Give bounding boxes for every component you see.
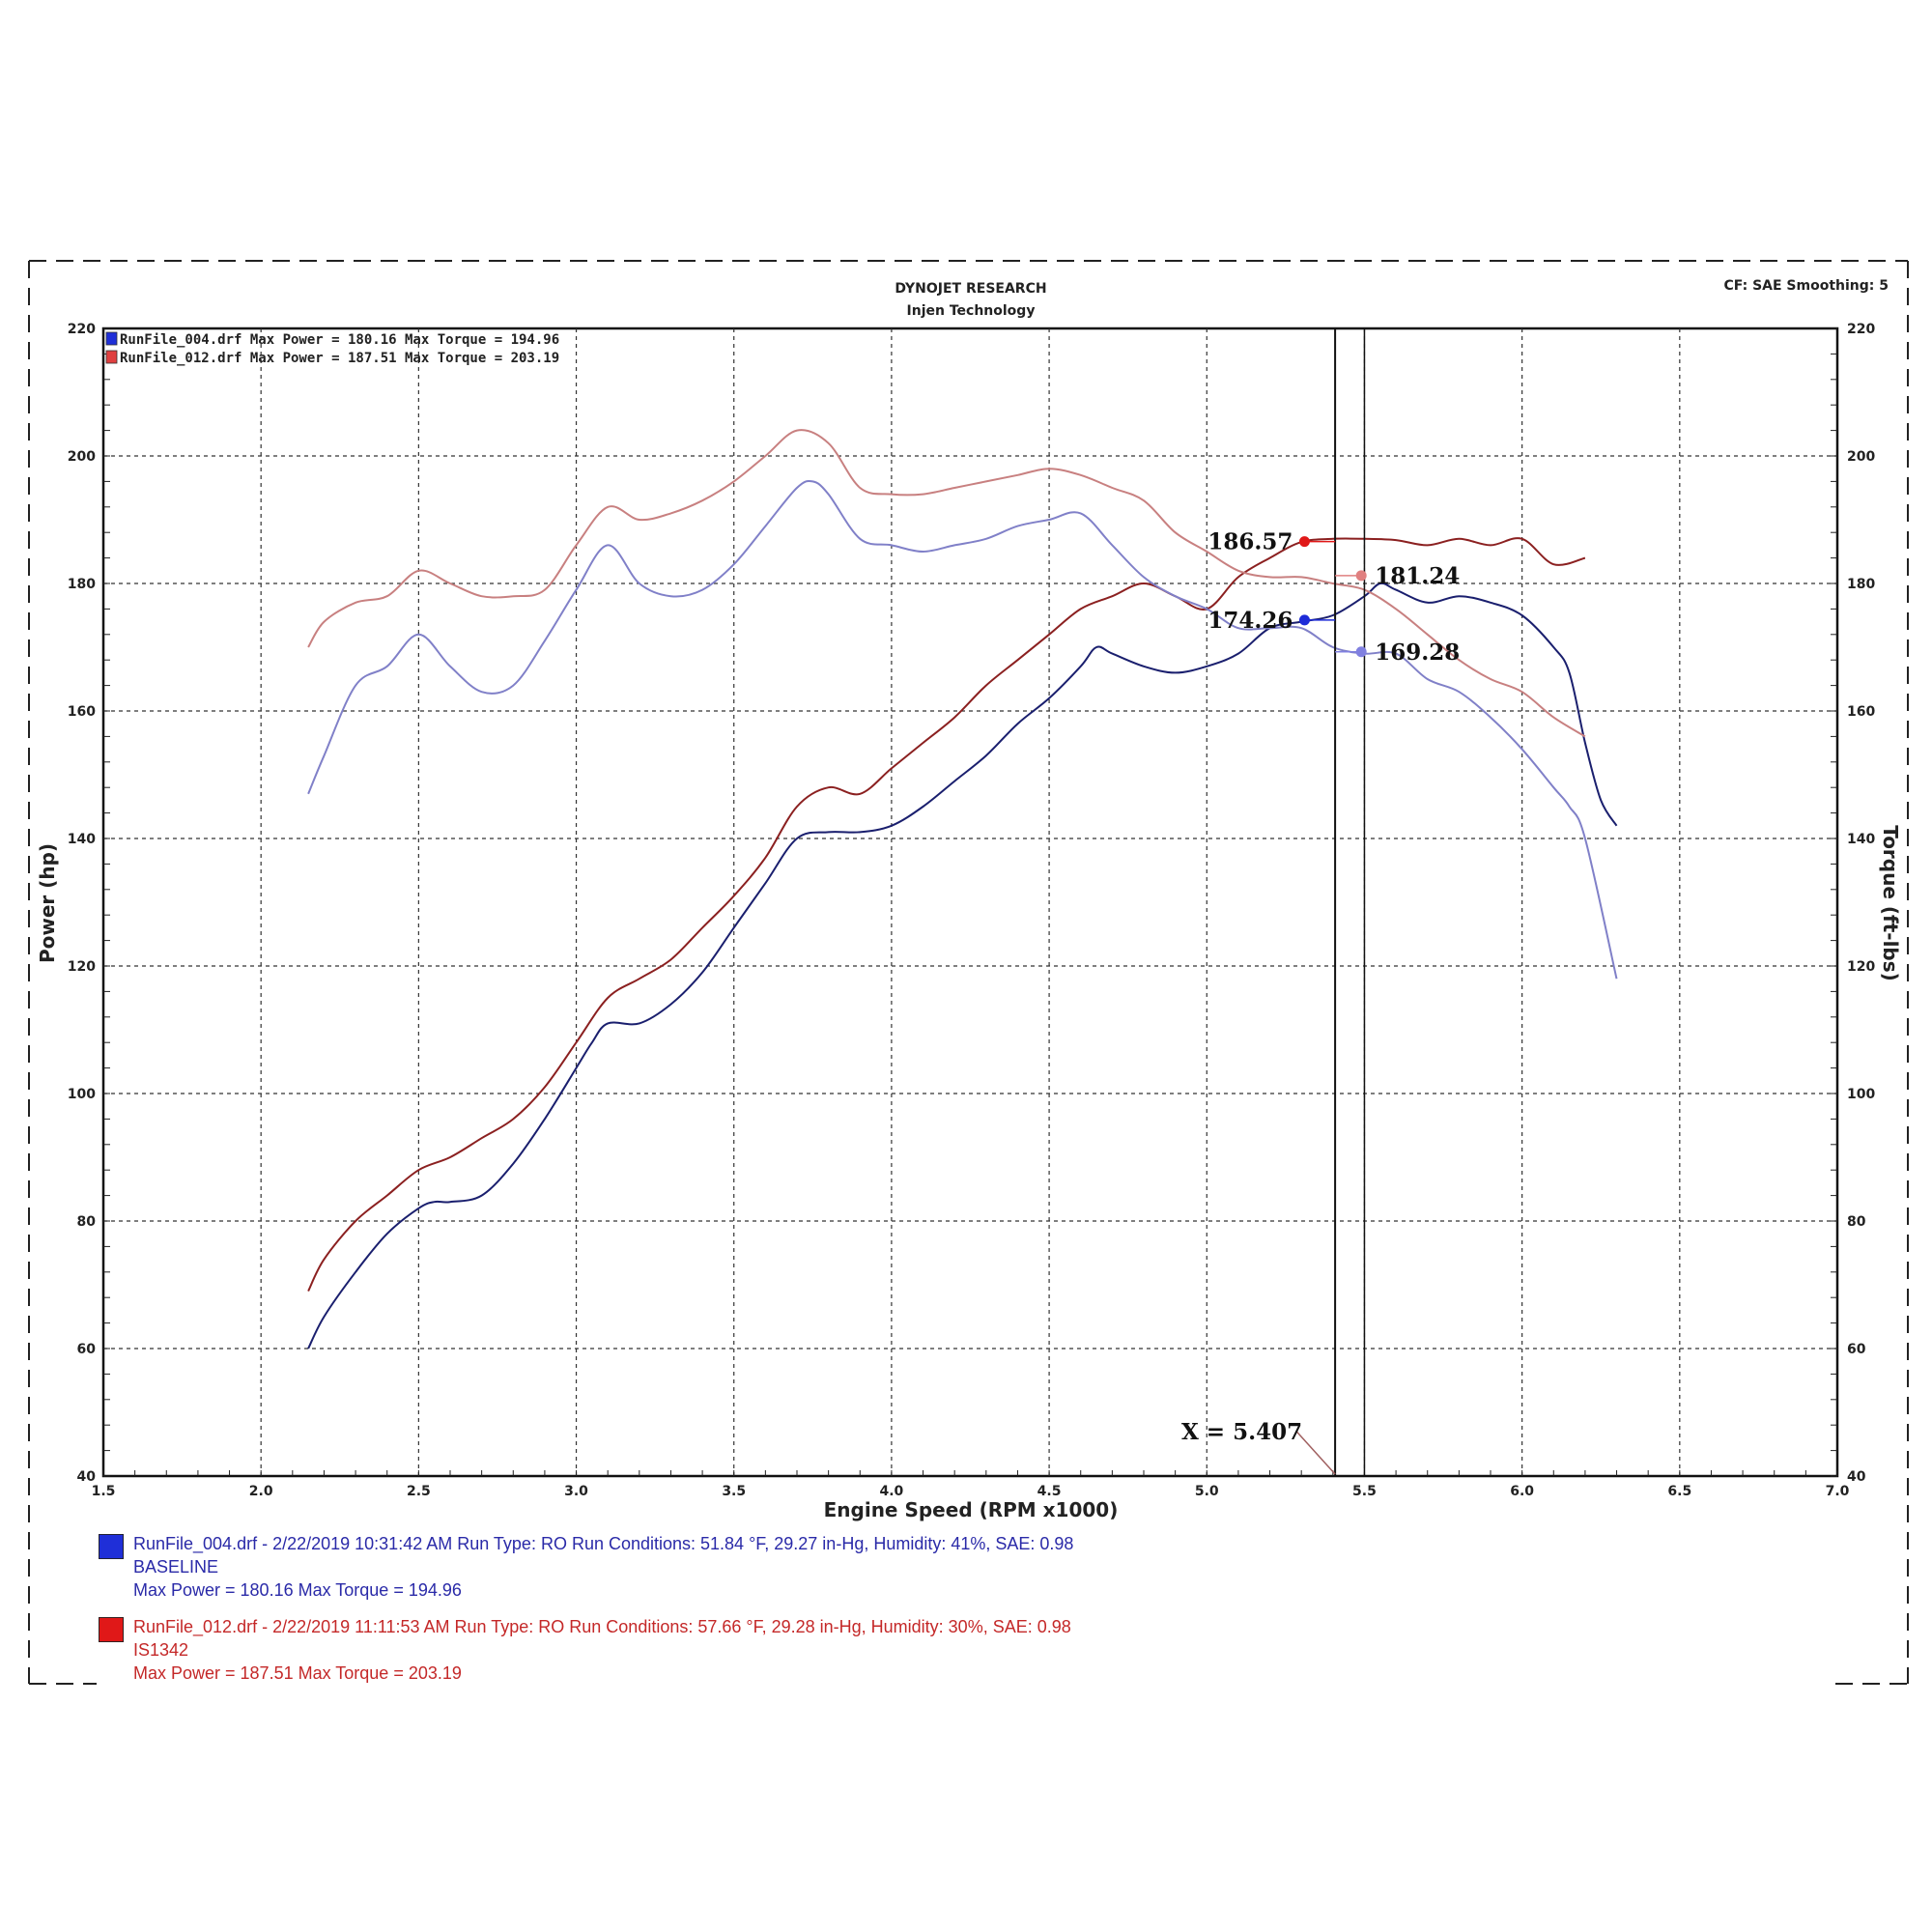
cursor-x-readout: X = 5.407: [1181, 1419, 1302, 1445]
x-tick-label-5: 4.0: [880, 1484, 904, 1499]
x-tick-label-0: 1.5: [92, 1484, 116, 1499]
callout-marker-0: [1298, 536, 1310, 548]
y-tick-label-5: 140: [68, 832, 96, 847]
y-tick-labels: 40 60 80 100 120 140 160 180 200 220: [68, 322, 96, 1485]
marker-callouts: 186.57 181.24 174.26 169.28: [1208, 529, 1460, 666]
callout-marker-2: [1298, 614, 1310, 626]
outer-dashed-frame: [28, 260, 1909, 1685]
run-004-label: BASELINE: [133, 1557, 219, 1577]
y2-tick-label-3: 100: [1847, 1087, 1875, 1102]
chart-title: DYNOJET RESEARCH: [895, 281, 1046, 297]
y-tick-label-1: 60: [77, 1342, 97, 1357]
cf-smoothing-info: CF: SAE Smoothing: 5: [1724, 278, 1889, 294]
series-line-1: [307, 537, 1586, 1293]
x-tick-label-3: 3.0: [564, 1484, 588, 1499]
y-tick-label-3: 100: [68, 1087, 96, 1102]
dyno-chart: DYNOJET RESEARCH Injen Technology CF: SA…: [28, 260, 1909, 1685]
x-tick-label-10: 6.5: [1667, 1484, 1691, 1499]
y2-tick-label-8: 200: [1847, 449, 1875, 465]
y-tick-label-9: 220: [68, 322, 96, 337]
y-tick-label-6: 160: [68, 704, 96, 720]
y2-tick-label-6: 160: [1847, 704, 1875, 720]
cursor-leader: [1295, 1431, 1336, 1475]
run-004-swatch: [99, 1534, 124, 1559]
y2-tick-label-9: 220: [1847, 322, 1875, 337]
series-lines: [307, 429, 1618, 1350]
dyno-report: DYNOJET RESEARCH Injen Technology CF: SA…: [0, 222, 1932, 1710]
y-axis-title: Power (hp): [36, 843, 59, 963]
y-tick-label-7: 180: [68, 577, 96, 592]
x-tick-label-4: 3.5: [722, 1484, 746, 1499]
y-tick-label-0: 40: [77, 1469, 97, 1485]
x-tick-label-8: 5.5: [1352, 1484, 1377, 1499]
x-tick-label-11: 7.0: [1826, 1484, 1850, 1499]
legend-swatch-004: [105, 331, 118, 346]
x-tick-labels: 1.5 2.0 2.5 3.0 3.5 4.0 4.5 5.0 5.5 6.0 6.5 7.0: [92, 1484, 1850, 1499]
y2-tick-label-5: 140: [1847, 832, 1875, 847]
y2-tick-label-1: 60: [1847, 1342, 1866, 1357]
callout-value-2: 174.26: [1208, 608, 1293, 634]
callout-marker-3: [1355, 646, 1367, 658]
run-012-label: IS1342: [133, 1640, 189, 1660]
y-tick-label-4: 120: [68, 959, 96, 975]
plot-area: [101, 327, 1839, 1478]
x-tick-label-1: 2.0: [249, 1484, 273, 1499]
callout-value-0: 186.57: [1208, 529, 1293, 555]
run-012-max: Max Power = 187.51 Max Torque = 203.19: [133, 1663, 462, 1683]
x-tick-label-9: 6.0: [1510, 1484, 1534, 1499]
run-012-conditions: RunFile_012.drf - 2/22/2019 11:11:53 AM …: [133, 1617, 1071, 1636]
y2-axis-title: Torque (ft-lbs): [1879, 825, 1902, 981]
series-line-3: [307, 429, 1586, 738]
y2-tick-label-2: 80: [1847, 1214, 1866, 1230]
series-line-2: [307, 479, 1618, 980]
callout-marker-1: [1355, 570, 1367, 582]
x-tick-label-6: 4.5: [1037, 1484, 1062, 1499]
y2-tick-label-0: 40: [1847, 1469, 1866, 1485]
x-axis-title: Engine Speed (RPM x1000): [824, 1498, 1119, 1521]
run-012-info: RunFile_012.drf - 2/22/2019 11:11:53 AM …: [133, 1615, 1071, 1685]
minor-ticks: [102, 327, 1838, 1477]
run-004-max: Max Power = 180.16 Max Torque = 194.96: [133, 1580, 462, 1600]
x-tick-label-2: 2.5: [407, 1484, 431, 1499]
y-tick-label-8: 200: [68, 449, 96, 465]
chart-subtitle: Injen Technology: [907, 303, 1036, 319]
callout-value-3: 169.28: [1375, 639, 1460, 666]
y-tick-label-2: 80: [77, 1214, 97, 1230]
legend-swatch-012: [105, 350, 118, 364]
run-012-swatch: [99, 1617, 124, 1642]
y2-tick-label-4: 120: [1847, 959, 1875, 975]
y2-tick-labels: 40 60 80 100 120 140 160 180 200 220: [1847, 322, 1875, 1485]
series-line-0: [307, 582, 1618, 1350]
x-tick-label-7: 5.0: [1195, 1484, 1219, 1499]
callout-value-1: 181.24: [1375, 563, 1460, 589]
run-004-conditions: RunFile_004.drf - 2/22/2019 10:31:42 AM …: [133, 1534, 1074, 1553]
legend-top-run-012: RunFile_012.drf Max Power = 187.51 Max T…: [120, 351, 559, 366]
y2-tick-label-7: 180: [1847, 577, 1875, 592]
legend-top-run-004: RunFile_004.drf Max Power = 180.16 Max T…: [120, 332, 559, 348]
run-004-info: RunFile_004.drf - 2/22/2019 10:31:42 AM …: [133, 1532, 1073, 1602]
